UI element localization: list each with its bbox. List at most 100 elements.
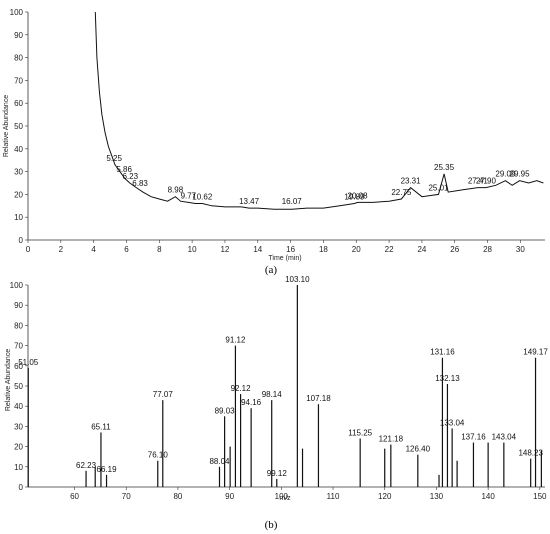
panel-a-peak-label: 8.98 <box>168 186 184 195</box>
panel-a-peak-label: 23.31 <box>401 177 422 186</box>
panel-a-peak-label: 27.90 <box>476 177 497 186</box>
panel-b-y-tick-label: 70 <box>14 342 23 351</box>
panel-b-y-tick-label: 40 <box>14 402 23 411</box>
panel-b-x-axis-title: m/z <box>279 495 291 502</box>
panel-b-peak-label: 137.16 <box>461 433 486 442</box>
panel-b-peak-label: 115.25 <box>348 429 372 438</box>
panel-a-y-tick-label: 100 <box>10 8 24 17</box>
panel-a-peak-label: 6.23 <box>122 172 138 181</box>
panel-b-peak-label: 149.17 <box>523 348 548 357</box>
panel-b-x-tick-label: 70 <box>122 492 131 501</box>
panel-b-x-tick-label: 60 <box>70 492 79 501</box>
panel-b-y-tick-label: 60 <box>14 362 23 371</box>
panel-a-y-tick-label: 20 <box>14 190 23 199</box>
panel-a-y-tick-label: 50 <box>14 122 23 131</box>
panel-b-peak-label: 88.04 <box>209 457 230 466</box>
panel-b-x-tick-label: 130 <box>430 492 444 501</box>
panel-a-x-tick-label: 22 <box>385 245 394 254</box>
panel-b-peak-label: 98.14 <box>262 390 283 399</box>
panel-b-peak-label: 76.10 <box>148 451 169 460</box>
panel-a-x-tick-label: 6 <box>124 245 129 254</box>
panel-b-peak-label: 131.16 <box>430 348 455 357</box>
panel-a-peak-label: 10.62 <box>192 193 213 202</box>
panel-b-peak-label: 132.13 <box>435 374 460 383</box>
panel-b-peak-label: 66.19 <box>97 465 118 474</box>
panel-b-peak-label: 65.11 <box>91 422 111 431</box>
panel-a-x-tick-label: 2 <box>59 245 64 254</box>
panel-b-peak-label: 126.40 <box>406 445 431 454</box>
panel-a-peak-label: 6.83 <box>132 179 148 188</box>
panel-a-x-tick-label: 20 <box>352 245 361 254</box>
panel-b-y-tick-label: 0 <box>19 483 24 492</box>
panel-b-peak-label: 94.16 <box>241 398 262 407</box>
panel-a-y-tick-label: 10 <box>14 213 23 222</box>
panel-b-x-tick-label: 140 <box>481 492 495 501</box>
panel-a-peak-label: 29.09 <box>495 170 516 179</box>
panel-b-peak-label: 133.04 <box>440 418 465 427</box>
panel-b-x-tick-label: 100 <box>275 492 289 501</box>
panel-a-x-tick-label: 16 <box>286 245 295 254</box>
panel-a-peak-label: 29.95 <box>510 170 531 179</box>
panel-b-peak-label: 91.12 <box>225 336 246 345</box>
panel-b-peak-label: 148.23 <box>518 449 543 458</box>
panel-a-y-tick-label: 0 <box>19 236 24 245</box>
panel-b-x-tick-label: 80 <box>173 492 182 501</box>
panel-a-peak-label: 22.75 <box>391 188 412 197</box>
panel-b-y-tick-label: 90 <box>14 301 23 310</box>
panel-a-x-tick-label: 18 <box>319 245 328 254</box>
panel-b-y-tick-label: 50 <box>14 382 23 391</box>
panel-a-peak-label: 25.35 <box>434 163 455 172</box>
panel-a-x-tick-label: 4 <box>91 245 96 254</box>
panel-b-x-tick-label: 120 <box>378 492 392 501</box>
panel-a-y-axis-title: Relative Abundance <box>3 95 10 157</box>
panel-a-y-tick-label: 60 <box>14 99 23 108</box>
panel-a-peak-label: 20.08 <box>348 191 369 200</box>
panel-a-peak-label: 9.77 <box>181 191 197 200</box>
panel-a-x-tick-label: 0 <box>26 245 31 254</box>
panel-b-peak-label: 103.10 <box>285 275 310 284</box>
panel-a-peak-label: 27.41 <box>468 177 489 186</box>
panel-a-x-tick-label: 12 <box>220 245 229 254</box>
panel-b-peak-label: 77.07 <box>153 390 174 399</box>
panel-b-peak-label: 62.23 <box>76 461 97 470</box>
panel-a-y-tick-label: 40 <box>14 145 23 154</box>
panel-a-x-tick-label: 28 <box>483 245 492 254</box>
panel-a-peak-label: 25.01 <box>428 183 449 192</box>
panel-a-peak-label: 5.86 <box>116 165 132 174</box>
panel-a-x-tick-label: 14 <box>253 245 262 254</box>
panel-a-peak-label: 16.07 <box>282 197 303 206</box>
panel-b-peak-label: 51.05 <box>18 358 39 367</box>
panel-b-y-tick-label: 10 <box>14 463 23 472</box>
panel-a-y-tick-label: 80 <box>14 54 23 63</box>
panel-b-peak-label: 92.12 <box>231 384 252 393</box>
panel-b-peak-label: 107.18 <box>306 394 331 403</box>
panel-a-y-tick-label: 70 <box>14 76 23 85</box>
panel-b-mass-spectrum: 0 10 20 30 40 50 60 70 80 90 100 60 70 80 90 100 110 120 1… <box>5 275 548 502</box>
panel-a-x-tick-label: 24 <box>417 245 426 254</box>
panel-a-caption: (a) <box>265 264 278 276</box>
panel-b-peak-label: 89.03 <box>215 406 236 415</box>
panel-a-peak-label: 5.25 <box>106 154 122 163</box>
panel-b-peak-label: 143.04 <box>492 433 517 442</box>
panel-b-y-tick-label: 100 <box>10 281 24 290</box>
panel-b-y-axis-title: Relative Abundance <box>5 349 12 411</box>
panel-a-peak-label: 19.89 <box>344 193 365 202</box>
panel-b-x-tick-label: 90 <box>225 492 234 501</box>
panel-b-caption: (b) <box>265 519 278 531</box>
panel-a-peak-label: 13.47 <box>239 197 260 206</box>
panel-a-y-tick-label: 90 <box>14 31 23 40</box>
panel-a-x-tick-label: 8 <box>157 245 162 254</box>
panel-b-peak-label: 121.18 <box>379 435 404 444</box>
panel-a-x-axis-title: Time (min) <box>268 255 301 262</box>
panel-a-x-tick-label: 10 <box>188 245 197 254</box>
panel-a-y-tick-label: 30 <box>14 168 23 177</box>
panel-a-trace-line <box>94 11 544 210</box>
panel-b-peak-label: 99.12 <box>267 469 288 478</box>
panel-a-x-tick-label: 30 <box>516 245 525 254</box>
panel-a-x-tick-label: 26 <box>450 245 459 254</box>
panel-b-y-tick-label: 30 <box>14 422 23 431</box>
panel-b-x-tick-label: 110 <box>327 492 340 501</box>
panel-b-x-tick-label: 150 <box>533 492 547 501</box>
